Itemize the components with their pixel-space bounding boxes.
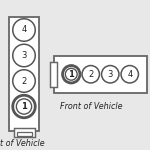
Bar xyxy=(54,56,147,93)
Circle shape xyxy=(121,66,138,83)
Text: 3: 3 xyxy=(21,51,27,60)
Circle shape xyxy=(13,70,35,92)
Circle shape xyxy=(65,68,77,80)
Text: 2: 2 xyxy=(21,76,27,85)
Text: 4: 4 xyxy=(21,26,27,34)
Text: 2: 2 xyxy=(88,70,93,79)
Text: 4: 4 xyxy=(127,70,132,79)
Circle shape xyxy=(16,99,32,114)
Text: 1: 1 xyxy=(68,70,74,79)
Circle shape xyxy=(13,19,35,41)
Circle shape xyxy=(102,66,119,83)
Text: 1: 1 xyxy=(21,102,27,111)
Bar xyxy=(16,132,32,136)
Bar xyxy=(14,128,34,136)
Circle shape xyxy=(63,66,80,83)
Bar xyxy=(9,16,39,130)
Text: t of Vehicle: t of Vehicle xyxy=(0,140,45,148)
Circle shape xyxy=(13,44,35,67)
Circle shape xyxy=(13,95,35,118)
Bar xyxy=(50,61,57,87)
Text: Front of Vehicle: Front of Vehicle xyxy=(60,102,123,111)
Circle shape xyxy=(82,66,99,83)
Text: 3: 3 xyxy=(108,70,113,79)
